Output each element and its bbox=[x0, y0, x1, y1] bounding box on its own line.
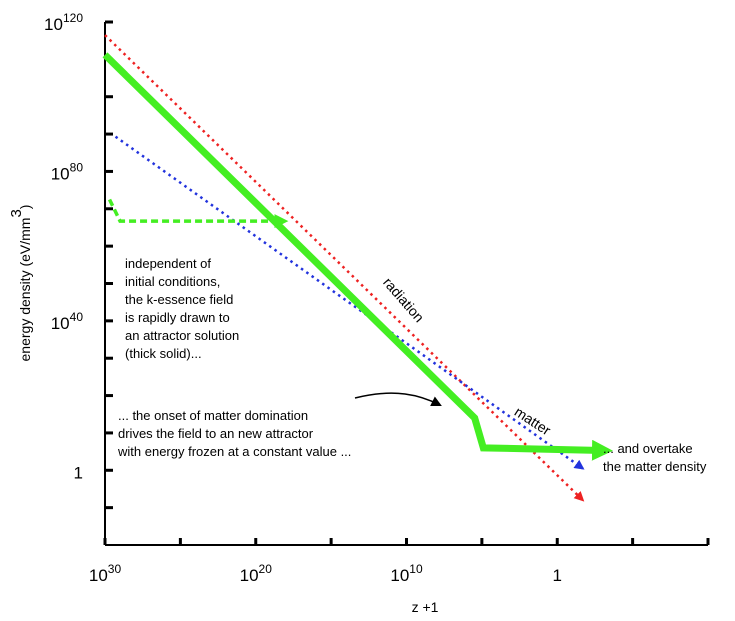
annotation: is rapidly drawn to bbox=[125, 310, 230, 325]
y-label-tail: ) bbox=[17, 205, 33, 210]
annotation: ... and overtake bbox=[603, 441, 693, 456]
tick-label: 1080 bbox=[51, 160, 84, 183]
tick-base: 10 bbox=[240, 566, 259, 585]
series-line bbox=[104, 34, 585, 502]
series-line bbox=[114, 135, 585, 470]
tick-label: 1030 bbox=[89, 562, 122, 585]
y-axis-label: energy density (eV/mm3) bbox=[8, 205, 33, 362]
annotation: (thick solid)... bbox=[125, 346, 202, 361]
annotation: the k-essence field bbox=[125, 292, 233, 307]
tick-base: 10 bbox=[390, 566, 409, 585]
annotation: the matter density bbox=[603, 459, 707, 474]
y-label-sup: 3 bbox=[8, 209, 25, 217]
tick-label: 1 bbox=[74, 463, 83, 482]
y-label-text: energy density (eV/mm bbox=[17, 218, 33, 362]
series-line bbox=[107, 198, 289, 229]
tick-base: 10 bbox=[44, 15, 63, 34]
tick-exponent: 20 bbox=[259, 562, 273, 576]
tick-base: 10 bbox=[51, 164, 70, 183]
annotation: ... the onset of matter domination bbox=[118, 408, 308, 423]
pointer-arrow bbox=[354, 392, 442, 406]
tick-label: 1 bbox=[553, 566, 562, 585]
annotation: an attractor solution bbox=[125, 328, 239, 343]
annotation: initial conditions, bbox=[125, 274, 220, 289]
tick-exponent: 40 bbox=[70, 310, 84, 324]
x-axis-label: z +1 bbox=[412, 599, 439, 615]
tick-label: 1040 bbox=[51, 310, 84, 333]
tick-exponent: 80 bbox=[70, 160, 84, 174]
tick-base: 10 bbox=[51, 314, 70, 333]
tick-exponent: 120 bbox=[63, 11, 83, 25]
series-line bbox=[102, 52, 613, 461]
series-label: matter bbox=[512, 403, 554, 438]
tick-exponent: 10 bbox=[409, 562, 423, 576]
tick-exponent: 30 bbox=[108, 562, 122, 576]
annotation: independent of bbox=[125, 256, 211, 271]
tick-label: 10120 bbox=[44, 11, 83, 34]
tick-base: 10 bbox=[89, 566, 108, 585]
annotation: drives the field to an new attractor bbox=[118, 426, 314, 441]
series-label: radiation bbox=[380, 274, 427, 325]
tick-label: 1010 bbox=[390, 562, 423, 585]
tick-label: 1020 bbox=[240, 562, 273, 585]
annotation: with energy frozen at a constant value .… bbox=[117, 444, 351, 459]
